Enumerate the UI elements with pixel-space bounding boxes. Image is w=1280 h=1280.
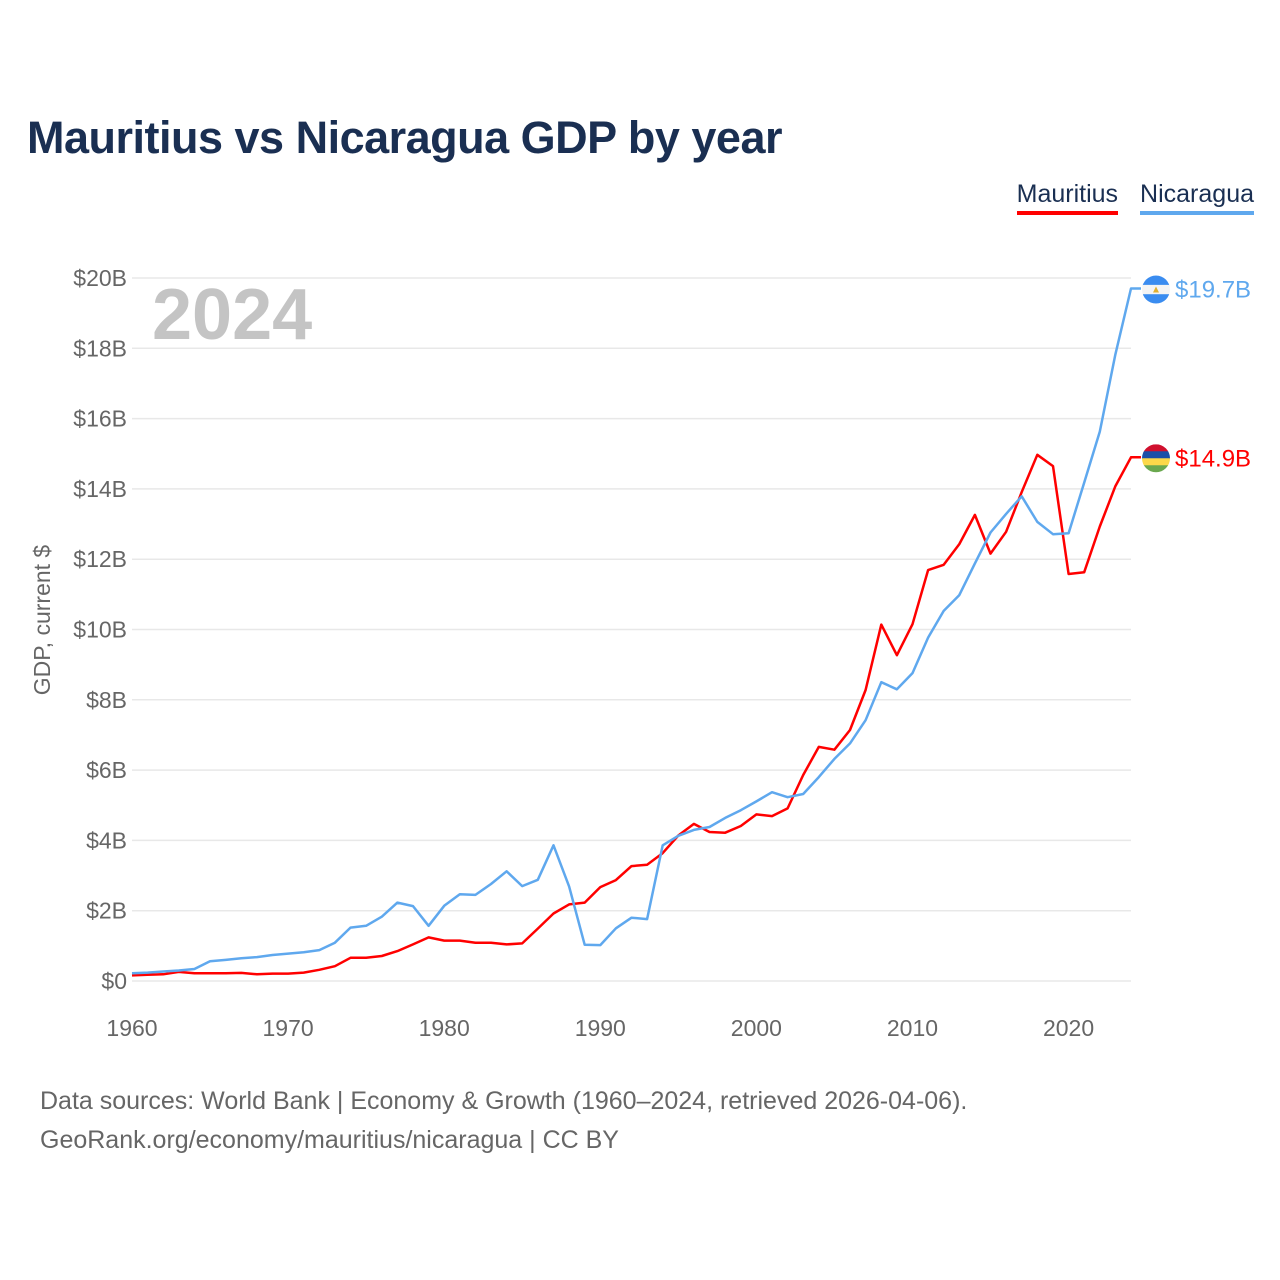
series-line-mauritius [131,453,1141,977]
y-tick-label: $12B [73,546,127,572]
end-value-label-mauritius: $14.9B [1175,445,1251,472]
data-source-note: Data sources: World Bank | Economy & Gro… [40,1087,968,1115]
chart-title: Mauritius vs Nicaragua GDP by year [27,112,783,163]
x-tick-label: 2010 [887,1015,938,1041]
y-tick-label: $10B [73,617,127,643]
source-link[interactable]: GeoRank.org/economy/mauritius/nicaragua … [40,1126,619,1154]
y-tick-label: $14B [73,476,127,502]
legend: Mauritius Nicaragua [1016,180,1254,215]
x-tick-label: 1980 [419,1015,470,1041]
y-axis-label: GDP, current $ [29,545,55,696]
legend-item-nicaragua[interactable]: Nicaragua [1140,180,1254,215]
series-line-nicaragua [131,287,1141,975]
x-tick-label: 2020 [1043,1015,1094,1041]
y-tick-label: $8B [86,687,127,713]
legend-item-mauritius[interactable]: Mauritius [1016,180,1119,215]
y-tick-label: $20B [73,265,127,291]
y-tick-label: $6B [86,757,127,783]
y-tick-label: $18B [73,335,127,361]
nicaragua-flag-icon [1142,275,1170,304]
end-value-label-nicaragua: $19.7B [1175,277,1251,304]
year-label: 2024 [152,275,312,355]
y-tick-label: $4B [86,827,127,853]
y-tick-label: $16B [73,406,127,432]
footer: Data sources: World Bank | Economy & Gro… [40,1082,967,1160]
y-tick-label: $0 [101,968,127,994]
x-tick-label: 1990 [575,1015,626,1041]
x-tick-label: 2000 [731,1015,782,1041]
mauritius-flag-icon [1142,444,1170,473]
x-tick-label: 1970 [263,1015,314,1041]
y-tick-label: $2B [86,898,127,924]
x-tick-label: 1960 [106,1015,157,1041]
